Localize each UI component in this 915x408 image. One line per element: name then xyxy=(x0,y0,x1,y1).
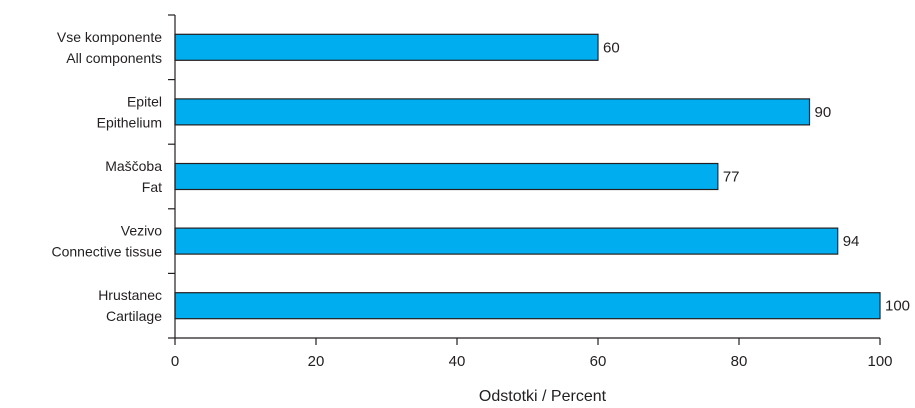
category-label: Vezivo xyxy=(121,223,162,239)
category-label: All components xyxy=(66,50,162,66)
axes xyxy=(174,15,880,339)
category-label: Fat xyxy=(142,179,162,195)
category-label: Hrustanec xyxy=(98,287,162,303)
bar-value-label: 77 xyxy=(723,169,740,186)
bar-value-label: 94 xyxy=(843,233,860,250)
bar-value-label: 100 xyxy=(885,298,910,315)
y-ticks xyxy=(168,14,175,339)
bar xyxy=(174,162,719,191)
bar-value-label: 90 xyxy=(815,104,832,121)
x-tick-label: 100 xyxy=(867,353,892,370)
bar xyxy=(174,33,599,61)
category-label: Epithelium xyxy=(97,114,162,130)
category-label: Maščoba xyxy=(105,158,162,174)
x-tick-label: 80 xyxy=(731,353,748,370)
bar-value-label: 60 xyxy=(603,39,620,56)
bars xyxy=(174,33,881,320)
x-tick-label: 0 xyxy=(171,353,179,370)
value-labels: 60 90 77 94 100 xyxy=(603,39,910,314)
category-label: Epitel xyxy=(127,93,162,109)
category-labels: Vse komponente All components Epitel Epithe… xyxy=(51,29,162,324)
category-label: Cartilage xyxy=(106,308,162,324)
bar xyxy=(174,98,811,126)
x-tick-label: 60 xyxy=(590,353,607,370)
x-tick-label: 40 xyxy=(449,353,466,370)
bar xyxy=(174,292,881,320)
x-ticks: 0 20 40 60 80 100 xyxy=(171,338,893,370)
x-tick-label: 20 xyxy=(308,353,325,370)
x-axis-title: Odstotki / Percent xyxy=(479,388,607,405)
category-label: Vse komponente xyxy=(57,29,162,45)
bar xyxy=(174,227,839,255)
category-label: Connective tissue xyxy=(51,244,162,260)
